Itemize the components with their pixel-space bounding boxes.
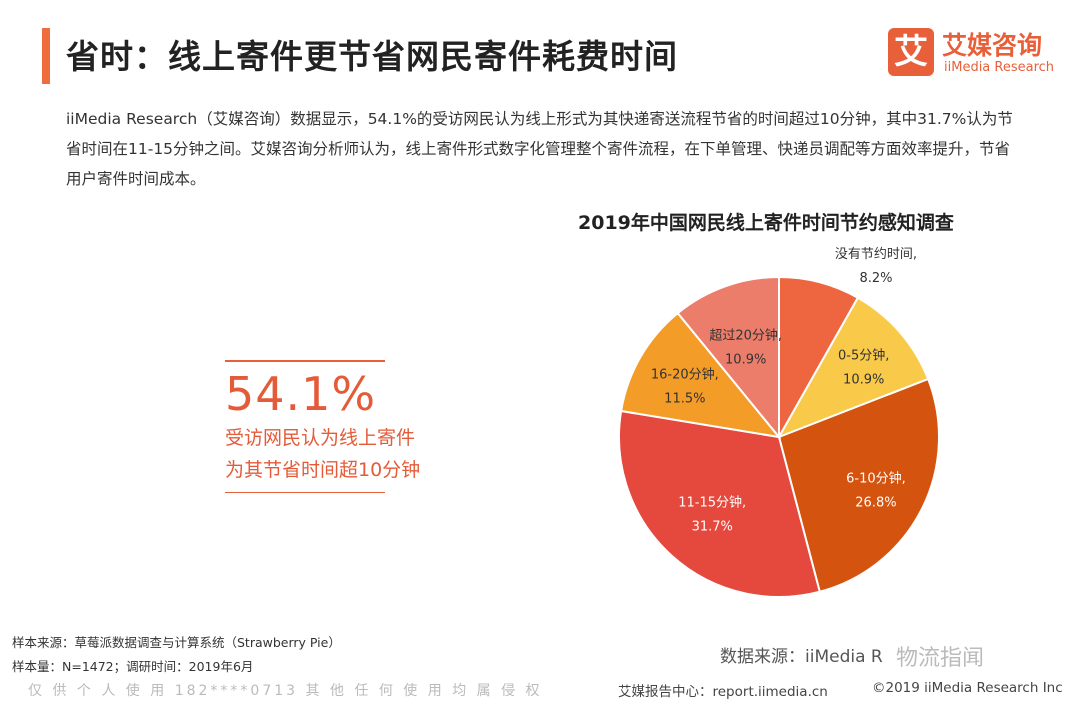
footer: 仅 供 个 人 使 用 182****0713 其 他 任 何 使 用 均 属 … bbox=[0, 675, 1080, 702]
pie-label-4: 16-20分钟, bbox=[651, 367, 719, 383]
pie-slice-4 bbox=[619, 311, 782, 439]
pie-value-label-4: 11.5% bbox=[664, 392, 705, 407]
logo-mark-icon: 艾 bbox=[888, 28, 934, 76]
pie-slice-3 bbox=[618, 409, 821, 598]
title-accent-bar bbox=[42, 28, 50, 84]
sample-size: 样本量：N=1472；调研时间：2019年6月 bbox=[12, 659, 254, 674]
pie-label-2: 6-10分钟, bbox=[846, 470, 906, 486]
sample-source: 样本来源：草莓派数据调查与计算系统（Strawberry Pie） bbox=[12, 635, 341, 650]
pie-label-5: 超过20分钟, bbox=[709, 328, 782, 344]
logo-chinese-name: 艾媒咨询 bbox=[942, 31, 1043, 60]
footer-report-center: 艾媒报告中心：report.iimedia.cn bbox=[618, 684, 828, 700]
pie-slice-5 bbox=[676, 275, 780, 440]
key-stat-value: 54.1% bbox=[225, 366, 377, 421]
pie-value-label-0: 8.2% bbox=[859, 271, 892, 286]
pie-label-0: 没有节约时间, bbox=[835, 247, 917, 262]
data-source: 数据来源：iiMedia R bbox=[720, 647, 883, 667]
pie-value-label-2: 26.8% bbox=[855, 495, 896, 510]
pie-value-label-3: 31.7% bbox=[692, 519, 733, 534]
footer-copyright: ©2019 iiMedia Research Inc bbox=[872, 680, 1063, 696]
callout-top-rule bbox=[225, 360, 385, 362]
key-stat-line-2: 为其节省时间超10分钟 bbox=[225, 458, 421, 481]
logo-english-name: iiMedia Research bbox=[944, 60, 1055, 75]
pie-slice-2 bbox=[777, 377, 940, 593]
key-stat-callout: 54.1% 受访网民认为线上寄件 为其节省时间超10分钟 bbox=[225, 360, 421, 493]
pie-label-1: 0-5分钟, bbox=[838, 348, 889, 364]
chart-title: 2019年中国网民线上寄件时间节约感知调查 bbox=[578, 212, 954, 234]
footer-usage-notice: 仅 供 个 人 使 用 182****0713 其 他 任 何 使 用 均 属 … bbox=[28, 683, 543, 699]
callout-bottom-rule bbox=[225, 491, 385, 493]
pie-value-label-1: 10.9% bbox=[843, 373, 884, 388]
pie-label-3: 11-15分钟, bbox=[678, 494, 746, 510]
page-title: 省时：线上寄件更节省网民寄件耗费时间 bbox=[66, 37, 678, 76]
pie-value-label-5: 10.9% bbox=[725, 353, 766, 368]
pie-slice-1 bbox=[776, 296, 930, 439]
watermark-text: 物流指闻 bbox=[896, 646, 985, 671]
key-stat-line-1: 受访网民认为线上寄件 bbox=[225, 426, 416, 449]
iimedia-logo: 艾 艾媒咨询 iiMedia Research bbox=[888, 28, 1058, 86]
intro-paragraph: iiMedia Research（艾媒咨询）数据显示，54.1%的受访网民认为线… bbox=[66, 110, 1013, 188]
